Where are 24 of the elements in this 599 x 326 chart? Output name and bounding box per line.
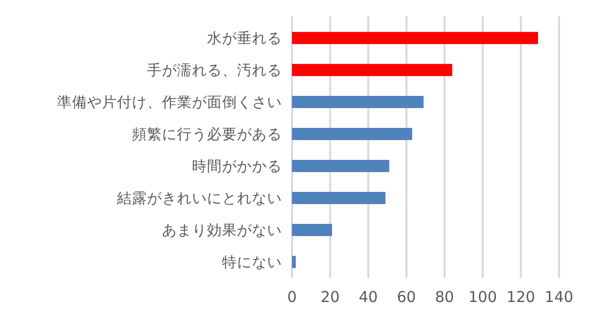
- y-tick-label: あまり効果がない: [162, 222, 282, 240]
- y-tick-label: 準備や片付け、作業が面倒くさい: [57, 94, 282, 112]
- x-tick-label: 120: [506, 288, 536, 306]
- x-tick-label: 60: [396, 288, 416, 306]
- bar: [292, 224, 332, 236]
- bar: [292, 96, 424, 108]
- x-tick-label: 140: [544, 288, 574, 306]
- y-tick-label: 水が垂れる: [207, 30, 282, 48]
- y-tick-label: 頻繁に行う必要がある: [132, 126, 282, 144]
- bar: [292, 128, 412, 140]
- x-tick-label: 80: [435, 288, 454, 306]
- bar: [292, 192, 386, 204]
- y-tick-label: 時間がかかる: [192, 158, 282, 176]
- bar: [292, 256, 296, 268]
- y-tick-label: 結露がきれいにとれない: [116, 190, 282, 208]
- y-tick-label: 手が濡れる、汚れる: [147, 62, 282, 80]
- x-tick-label: 0: [287, 288, 297, 306]
- x-tick-label: 40: [358, 288, 378, 306]
- bar: [292, 64, 452, 76]
- bar: [292, 32, 538, 44]
- x-tick-label: 20: [320, 288, 340, 306]
- bar: [292, 160, 390, 172]
- y-tick-label: 特にない: [222, 254, 282, 272]
- x-tick-label: 100: [468, 288, 498, 306]
